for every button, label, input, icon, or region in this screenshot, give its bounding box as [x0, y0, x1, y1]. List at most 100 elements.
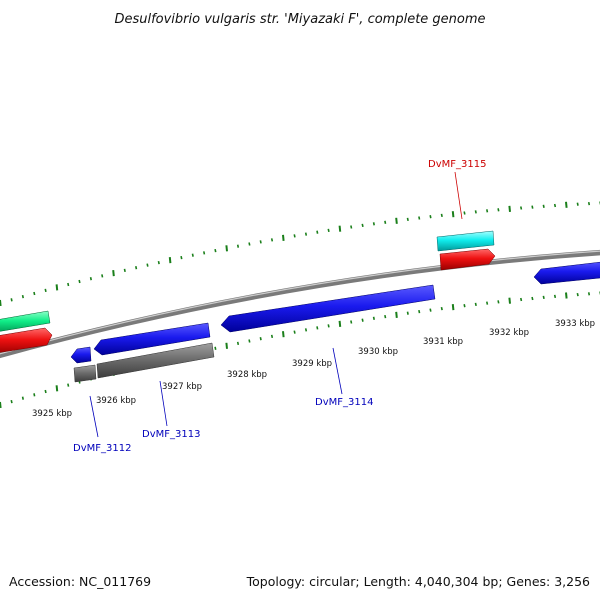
outer-ruler-tick — [372, 222, 375, 226]
gene-labels: DvMF_3112 DvMF_3113 DvMF_3114 DvMF_3115 — [73, 159, 486, 454]
reverse-strand-features — [70, 261, 600, 383]
outer-ruler-tick — [508, 205, 511, 212]
tick-label-3929: 3929 kbp — [292, 359, 332, 369]
outer-ruler-tick — [0, 299, 2, 307]
outer-ruler-tick — [316, 230, 319, 234]
inner-ruler-tick — [587, 292, 591, 296]
inner-ruler-tick — [440, 306, 443, 311]
gene-grey-3112[interactable] — [73, 364, 97, 383]
outer-ruler-tick — [236, 244, 240, 248]
inner-ruler-tick — [474, 302, 477, 307]
inner-ruler-tick — [0, 401, 2, 409]
outer-ruler-tick — [338, 225, 342, 232]
inner-ruler-tick — [327, 324, 330, 328]
gene-label-dvmf-3115[interactable]: DvMF_3115 — [428, 159, 486, 170]
outer-ruler-tick — [112, 270, 115, 277]
inner-ruler-tick — [406, 311, 409, 315]
cds-blue-3112-small[interactable] — [70, 346, 92, 364]
outer-ruler-tick — [531, 205, 534, 209]
outer-ruler-tick — [429, 215, 432, 219]
tick-label-3925: 3925 kbp — [32, 409, 72, 419]
outer-ruler-tick — [10, 298, 13, 302]
outer-ruler-tick — [293, 234, 296, 238]
tick-label-3932: 3932 kbp — [489, 328, 529, 338]
inner-ruler-tick — [429, 308, 432, 312]
cds-red-left[interactable] — [0, 327, 53, 354]
genome-summary-text: Topology: circular; Length: 4,040,304 bp… — [246, 574, 590, 589]
inner-ruler-tick — [361, 318, 364, 322]
outer-ruler-tick — [542, 204, 545, 208]
inner-ruler-tick — [338, 320, 342, 327]
gene-green-left[interactable] — [0, 310, 51, 333]
outer-ruler-tick — [350, 225, 353, 229]
inner-ruler-tick — [463, 304, 466, 308]
tick-label-3933: 3933 kbp — [555, 319, 595, 329]
inner-ruler-tick — [67, 383, 70, 387]
outer-ruler-tick — [576, 202, 579, 206]
inner-ruler-tick — [282, 331, 285, 338]
outer-ruler-tick — [497, 208, 500, 212]
outer-ruler-tick — [418, 216, 421, 220]
inner-ruler-tick — [225, 342, 228, 349]
inner-ruler-tick — [553, 294, 557, 299]
inner-ruler-tick — [542, 295, 545, 300]
inner-ruler-tick — [372, 316, 375, 320]
gene-label-dvmf-3113[interactable]: DvMF_3113 — [142, 429, 200, 440]
inner-ruler-tick — [33, 393, 36, 397]
inner-ruler-tick — [304, 328, 308, 332]
inner-ruler-tick — [293, 330, 296, 334]
inner-ruler-tick — [418, 309, 421, 314]
inner-ruler-tick — [497, 300, 500, 304]
cds-blue-3113[interactable] — [93, 322, 211, 356]
outer-ruler-tick — [248, 242, 251, 246]
gene-grey-3113[interactable] — [96, 342, 215, 379]
outer-ruler-tick — [168, 257, 172, 264]
inner-ruler-tick — [248, 339, 251, 343]
outer-ruler-tick — [520, 206, 523, 210]
inner-ruler-tick — [395, 311, 398, 318]
tick-label-3931: 3931 kbp — [423, 337, 463, 347]
outer-ruler-tick — [101, 274, 104, 278]
inner-ruler-tick — [576, 292, 579, 297]
inner-ruler-tick — [316, 326, 319, 330]
forward-strand-features — [0, 230, 496, 354]
outer-ruler-tick — [361, 223, 364, 228]
outer-ruler-tick — [587, 201, 591, 206]
gene-label-dvmf-3114[interactable]: DvMF_3114 — [315, 397, 373, 408]
accession-text: Accession: NC_011769 — [9, 574, 151, 589]
outer-ruler-tick — [89, 277, 92, 281]
outer-ruler-tick — [191, 253, 194, 257]
inner-ruler-tick — [384, 314, 387, 319]
outer-ruler-tick — [474, 210, 477, 214]
outer-ruler-tick — [146, 263, 149, 267]
genome-backbone — [0, 249, 600, 359]
outer-ruler-tick — [440, 213, 443, 218]
outer-ruler-tick — [21, 294, 24, 299]
map-title: Desulfovibrio vulgaris str. 'Miyazaki F'… — [114, 12, 485, 27]
inner-ruler-tick — [214, 346, 217, 350]
outer-ruler-tick — [327, 228, 330, 233]
outer-ruler-tick — [180, 255, 183, 260]
tick-label-3926: 3926 kbp — [96, 396, 136, 406]
cds-blue-3114[interactable] — [220, 284, 436, 333]
outer-ruler-tick — [553, 203, 557, 208]
ruler-tick-labels: 3925 kbp 3926 kbp 3927 kbp 3928 kbp 3929… — [32, 319, 595, 419]
outer-ruler-tick — [463, 211, 466, 215]
inner-ruler-tick — [10, 399, 13, 404]
outer-ruler-tick — [33, 291, 36, 296]
outer-ruler-tick — [406, 217, 409, 222]
cds-blue-right[interactable] — [533, 261, 600, 285]
cds-red-3115[interactable] — [439, 248, 496, 271]
inner-ruler-tick — [350, 320, 353, 324]
gene-label-dvmf-3112[interactable]: DvMF_3112 — [73, 443, 131, 454]
inner-ruler-tick — [44, 389, 47, 394]
outer-ruler-tick — [67, 282, 70, 287]
outer-ruler-tick — [123, 268, 126, 273]
outer-ruler-tick — [44, 288, 47, 293]
inner-ruler-tick — [508, 297, 511, 304]
inner-ruler-tick — [451, 304, 455, 311]
gene-cyan-3115[interactable] — [436, 230, 495, 252]
outer-ruler-tick — [282, 234, 285, 241]
outer-ruler-tick — [384, 220, 387, 224]
